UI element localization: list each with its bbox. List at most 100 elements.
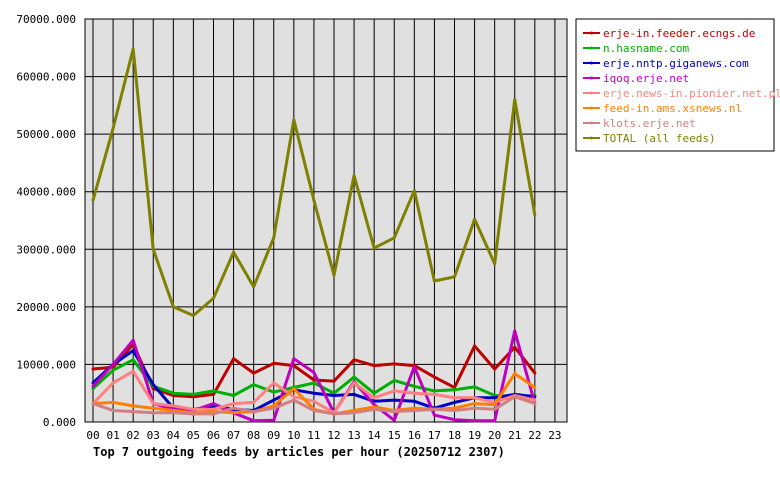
data-point (191, 314, 195, 317)
legend-marker (590, 106, 593, 110)
x-tick-label: 18 (448, 429, 461, 442)
chart-title: Top 7 outgoing feeds by articles per hou… (93, 445, 505, 459)
legend-label: klots.erje.net (603, 117, 696, 130)
data-point (493, 396, 497, 400)
data-point (392, 398, 396, 402)
data-point (131, 358, 135, 362)
data-point (151, 383, 155, 387)
data-point (513, 98, 517, 102)
data-point (513, 372, 517, 376)
data-point (412, 399, 416, 403)
data-point (91, 384, 95, 388)
data-point (352, 375, 356, 379)
data-point (252, 371, 256, 375)
data-point (272, 398, 276, 402)
legend-label: erje-in.feeder.ecngs.de (603, 27, 755, 40)
x-tick-label: 04 (167, 429, 181, 442)
legend-label: erje.news-in.pionier.net.pl (603, 87, 780, 100)
data-point (232, 411, 236, 415)
data-point (272, 390, 276, 394)
data-point (272, 236, 276, 240)
x-tick-label: 17 (428, 429, 441, 442)
y-tick-label: 60000.000 (16, 71, 76, 84)
data-point (412, 189, 416, 193)
data-point (232, 250, 236, 254)
data-point (131, 404, 135, 408)
data-point (91, 367, 95, 371)
data-point (171, 391, 175, 395)
data-point (513, 329, 517, 333)
data-point (272, 361, 276, 365)
y-tick-label: 10000.000 (16, 358, 76, 371)
x-tick-label: 02 (127, 429, 140, 442)
data-point (332, 273, 336, 277)
data-point (111, 362, 115, 366)
data-point (392, 410, 396, 414)
data-point (191, 392, 195, 396)
data-point (232, 394, 236, 397)
legend-marker (590, 136, 593, 140)
data-point (432, 407, 436, 411)
x-tick-label: 21 (508, 429, 521, 442)
x-tick-label: 13 (347, 429, 360, 442)
data-point (312, 409, 316, 412)
y-tick-label: 70000.000 (16, 13, 76, 26)
x-tick-label: 05 (187, 429, 200, 442)
x-tick-label: 09 (267, 429, 280, 442)
data-point (372, 246, 376, 250)
plot-area (84, 18, 568, 423)
data-point (111, 381, 115, 385)
x-tick-label: 15 (388, 429, 401, 442)
data-point (91, 402, 95, 406)
data-point (332, 379, 336, 383)
data-point (513, 395, 517, 399)
data-point (332, 412, 336, 416)
data-point (493, 367, 497, 371)
data-point (473, 396, 477, 400)
data-point (252, 419, 256, 423)
data-point (171, 409, 175, 412)
data-point (392, 389, 396, 393)
data-point (392, 362, 396, 366)
legend-marker (590, 121, 593, 125)
data-point (212, 392, 215, 396)
data-point (453, 400, 456, 404)
data-point (292, 398, 296, 402)
data-point (352, 174, 356, 178)
data-point (372, 364, 376, 368)
data-point (453, 418, 456, 422)
legend-marker (590, 31, 593, 35)
data-point (533, 371, 537, 375)
data-point (252, 400, 256, 404)
data-point (232, 357, 236, 361)
data-point (312, 381, 316, 385)
data-point (272, 418, 276, 422)
data-point (312, 378, 316, 382)
data-point (412, 409, 416, 412)
legend-box (575, 18, 775, 152)
data-point (191, 395, 195, 399)
data-point (453, 396, 456, 400)
data-point (533, 402, 537, 406)
data-point (352, 358, 356, 362)
x-tick-label: 12 (327, 429, 340, 442)
x-axis-ticks: 00 01 02 03 04 05 06 07 08 09 10 11 12 13 14 15 16 17 18 19… (86, 429, 561, 442)
data-point (493, 262, 497, 266)
data-point (473, 419, 477, 423)
x-tick-label: 10 (287, 429, 300, 442)
x-tick-label: 08 (247, 429, 260, 442)
data-point (473, 217, 477, 221)
data-point (131, 349, 135, 353)
data-point (212, 407, 215, 411)
data-point (272, 406, 276, 410)
data-point (432, 392, 436, 396)
data-point (171, 394, 175, 397)
data-point (392, 236, 396, 240)
data-point (432, 413, 436, 417)
data-point (412, 391, 416, 395)
data-point (151, 402, 155, 406)
data-point (312, 371, 316, 374)
data-point (352, 392, 356, 396)
data-point (493, 403, 497, 407)
y-axis-ticks: 0.000 10000.000 20000.000 30000.000 40000.00… (16, 13, 76, 429)
